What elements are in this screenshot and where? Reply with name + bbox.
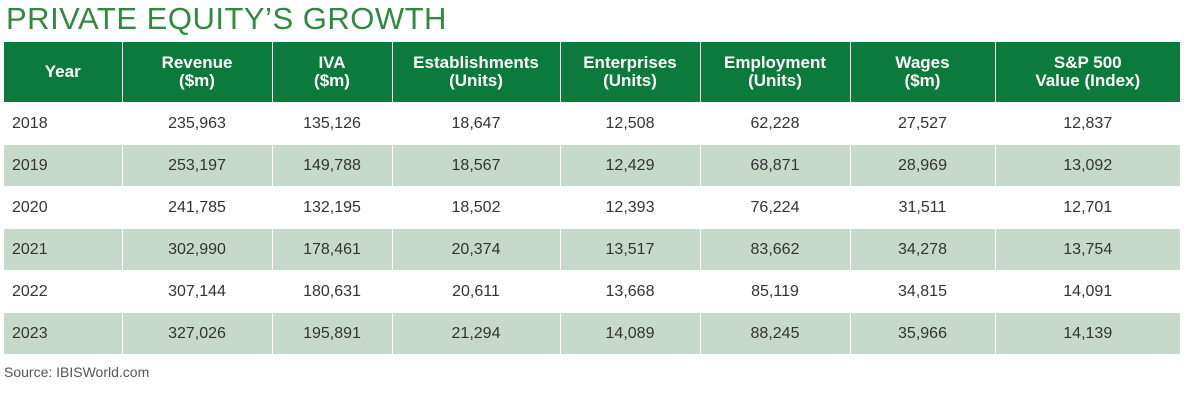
column-header-line1: Revenue: [161, 53, 233, 72]
column-header-line2: Value (Index): [1035, 71, 1141, 90]
table-row: 2021 302,990 178,461 20,374 13,517 83,662 34,2…: [4, 228, 1180, 271]
column-header-line2: ($m): [179, 71, 215, 90]
column-header: Wages ($m): [850, 42, 996, 103]
table-row: 2022 307,144 180,631 20,611 13,668 85,119 34,8…: [4, 270, 1180, 313]
table-cell: 13,517: [560, 228, 701, 271]
table-cell: 12,429: [560, 144, 701, 187]
year-cell: 2021: [4, 228, 123, 271]
column-header-line2: (Units): [449, 71, 503, 90]
table-cell: 34,278: [850, 228, 996, 271]
column-header: Establishments (Units): [392, 42, 561, 103]
year-cell: 2023: [4, 312, 123, 354]
table-cell: 12,508: [560, 102, 701, 145]
column-header: IVA ($m): [272, 42, 393, 103]
table-row: 2019 253,197 149,788 18,567 12,429 68,871 28,9…: [4, 144, 1180, 187]
table-cell: 180,631: [272, 270, 393, 313]
column-header-line1: S&P 500: [1053, 53, 1122, 72]
table-body: 2018 235,963 135,126 18,647 12,508 62,228 27,5…: [4, 102, 1180, 354]
table-row: 2023 327,026 195,891 21,294 14,089 88,245 35,9…: [4, 312, 1180, 354]
table-cell: 35,966: [850, 312, 996, 354]
column-header-line2: ($m): [904, 71, 941, 90]
column-header-line1: Enterprises: [583, 53, 677, 72]
column-header-line1: IVA: [318, 53, 346, 72]
column-header-line1: Employment: [723, 53, 827, 72]
data-table: Year Revenue ($m) IVA ($m) Establishments (Uni…: [4, 42, 1180, 354]
table-cell: 31,511: [850, 186, 996, 229]
column-header: Year: [4, 42, 123, 103]
table-cell: 83,662: [700, 228, 851, 271]
table-row: 2018 235,963 135,126 18,647 12,508 62,228 27,5…: [4, 102, 1180, 145]
table-cell: 68,871: [700, 144, 851, 187]
source-note: Source: IBISWorld.com: [4, 364, 150, 380]
table-cell: 18,647: [392, 102, 561, 145]
column-header: Enterprises (Units): [560, 42, 701, 103]
table-cell: 14,091: [995, 270, 1180, 313]
table-cell: 235,963: [122, 102, 273, 145]
table-cell: 12,393: [560, 186, 701, 229]
table-cell: 88,245: [700, 312, 851, 354]
column-header: S&P 500 Value (Index): [995, 42, 1180, 103]
table-cell: 27,527: [850, 102, 996, 145]
column-header-line2: (Units): [748, 71, 802, 90]
table-cell: 34,815: [850, 270, 996, 313]
year-cell: 2019: [4, 144, 123, 187]
table-cell: 14,089: [560, 312, 701, 354]
chart-title: PRIVATE EQUITY’S GROWTH: [6, 1, 447, 36]
table-cell: 62,228: [700, 102, 851, 145]
table-row: 2020 241,785 132,195 18,502 12,393 76,224 31,5…: [4, 186, 1180, 229]
table-cell: 307,144: [122, 270, 273, 313]
table-cell: 132,195: [272, 186, 393, 229]
table-cell: 178,461: [272, 228, 393, 271]
table-cell: 85,119: [700, 270, 851, 313]
table-cell: 327,026: [122, 312, 273, 354]
table-cell: 21,294: [392, 312, 561, 354]
table-cell: 13,092: [995, 144, 1180, 187]
column-header: Revenue ($m): [122, 42, 273, 103]
year-cell: 2022: [4, 270, 123, 313]
table-cell: 14,139: [995, 312, 1180, 354]
table-cell: 20,374: [392, 228, 561, 271]
table-cell: 18,567: [392, 144, 561, 187]
year-cell: 2018: [4, 102, 123, 145]
year-cell: 2020: [4, 186, 123, 229]
column-header-line2: ($m): [314, 71, 350, 90]
table-cell: 20,611: [392, 270, 561, 313]
column-header: Employment (Units): [700, 42, 851, 103]
table-cell: 13,754: [995, 228, 1180, 271]
table-cell: 28,969: [850, 144, 996, 187]
table-cell: 12,701: [995, 186, 1180, 229]
column-header-line1: Establishments: [413, 53, 539, 72]
table-cell: 18,502: [392, 186, 561, 229]
column-header-line2: (Units): [603, 71, 657, 90]
table-cell: 13,668: [560, 270, 701, 313]
column-header-line1: Year: [44, 62, 81, 81]
header-row: Year Revenue ($m) IVA ($m) Establishments (Uni…: [4, 42, 1180, 103]
table-cell: 149,788: [272, 144, 393, 187]
table-cell: 253,197: [122, 144, 273, 187]
table-cell: 12,837: [995, 102, 1180, 145]
column-header-line1: Wages: [895, 53, 950, 72]
table-cell: 241,785: [122, 186, 273, 229]
table-cell: 76,224: [700, 186, 851, 229]
table-cell: 135,126: [272, 102, 393, 145]
table-cell: 302,990: [122, 228, 273, 271]
table-cell: 195,891: [272, 312, 393, 354]
